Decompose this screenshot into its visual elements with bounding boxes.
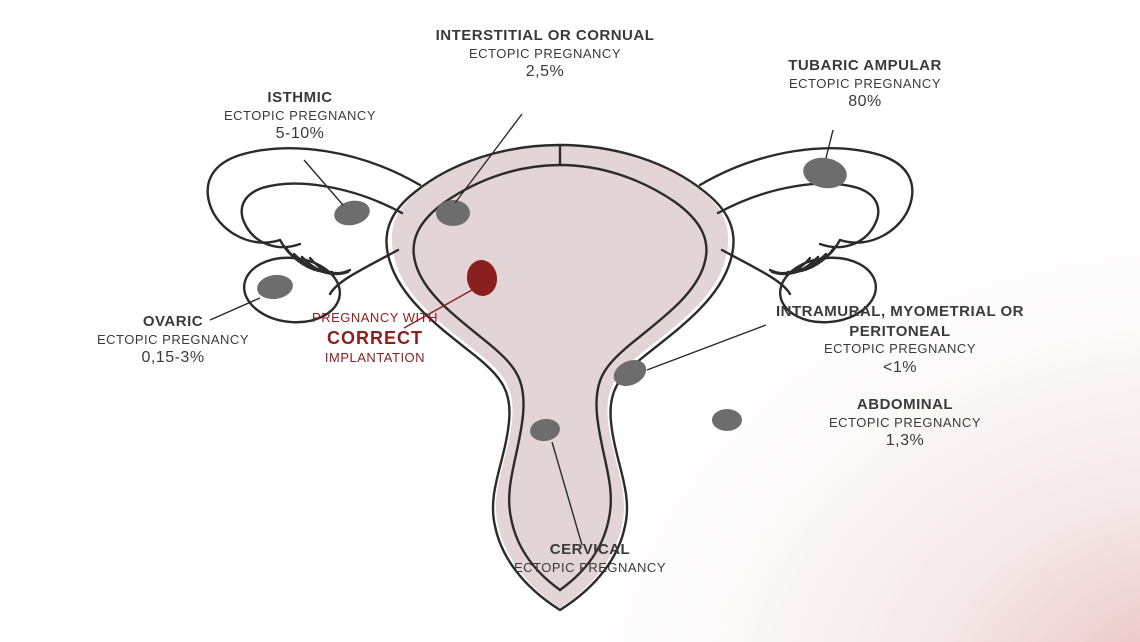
abdominal-value: 1,3% bbox=[810, 431, 1000, 452]
cornual-value: 2,5% bbox=[430, 62, 660, 83]
abdominal-sub: ECTOPIC PREGNANCY bbox=[810, 415, 1000, 432]
ampular-title: TUBARIC AMPULAR bbox=[760, 56, 970, 76]
label-correct: PREGNANCY WITH CORRECT IMPLANTATION bbox=[295, 310, 455, 367]
intramural-value: <1% bbox=[755, 358, 1045, 379]
label-ovaric: OVARIC ECTOPIC PREGNANCY 0,15-3% bbox=[88, 312, 258, 369]
label-abdominal: ABDOMINAL ECTOPIC PREGNANCY 1,3% bbox=[810, 395, 1000, 452]
label-cornual: INTERSTITIAL OR CORNUAL ECTOPIC PREGNANC… bbox=[430, 26, 660, 83]
dot-isthmic bbox=[332, 198, 372, 229]
dot-abdominal bbox=[712, 409, 742, 431]
intramural-sub: ECTOPIC PREGNANCY bbox=[755, 341, 1045, 358]
abdominal-title: ABDOMINAL bbox=[810, 395, 1000, 415]
intramural-title: INTRAMURAL, MYOMETRIAL OR PERITONEAL bbox=[755, 302, 1045, 341]
ampular-value: 80% bbox=[760, 92, 970, 113]
ovaric-value: 0,15-3% bbox=[88, 348, 258, 369]
dot-cornual bbox=[436, 200, 470, 226]
ovaric-sub: ECTOPIC PREGNANCY bbox=[88, 332, 258, 349]
dot-ovaric bbox=[256, 273, 295, 302]
cornual-title: INTERSTITIAL OR CORNUAL bbox=[430, 26, 660, 46]
ampular-sub: ECTOPIC PREGNANCY bbox=[760, 76, 970, 93]
dot-ampular bbox=[801, 154, 850, 191]
left-tube-bottom bbox=[242, 184, 402, 247]
cervical-title: CERVICAL bbox=[495, 540, 685, 560]
isthmic-value: 5-10% bbox=[210, 124, 390, 145]
isthmic-sub: ECTOPIC PREGNANCY bbox=[210, 108, 390, 125]
leader-isthmic bbox=[304, 160, 343, 205]
label-intramural: INTRAMURAL, MYOMETRIAL OR PERITONEAL ECT… bbox=[755, 302, 1045, 379]
ovaric-title: OVARIC bbox=[88, 312, 258, 332]
diagram-stage: ISTHMIC ECTOPIC PREGNANCY 5-10% INTERSTI… bbox=[0, 0, 1140, 642]
right-tube-bottom bbox=[718, 184, 878, 247]
leader-ampular bbox=[826, 130, 833, 158]
correct-line3: IMPLANTATION bbox=[295, 350, 455, 367]
label-isthmic: ISTHMIC ECTOPIC PREGNANCY 5-10% bbox=[210, 88, 390, 145]
label-ampular: TUBARIC AMPULAR ECTOPIC PREGNANCY 80% bbox=[760, 56, 970, 113]
cervical-sub: ECTOPIC PREGNANCY bbox=[495, 560, 685, 577]
correct-line1: PREGNANCY WITH bbox=[295, 310, 455, 327]
isthmic-title: ISTHMIC bbox=[210, 88, 390, 108]
correct-line2: CORRECT bbox=[295, 327, 455, 350]
label-cervical: CERVICAL ECTOPIC PREGNANCY bbox=[495, 540, 685, 576]
cornual-sub: ECTOPIC PREGNANCY bbox=[430, 46, 660, 63]
